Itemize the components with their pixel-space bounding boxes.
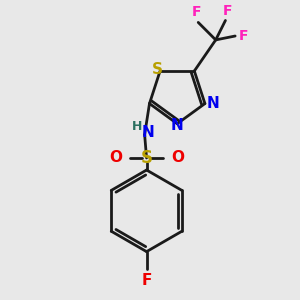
Text: N: N [141, 125, 154, 140]
Text: S: S [152, 61, 163, 76]
Text: F: F [191, 5, 201, 20]
Text: F: F [239, 29, 248, 43]
Text: S: S [141, 149, 153, 167]
Text: O: O [109, 151, 122, 166]
Text: N: N [171, 118, 184, 133]
Text: F: F [223, 4, 232, 18]
Text: H: H [132, 120, 142, 134]
Text: O: O [171, 151, 184, 166]
Text: F: F [141, 273, 152, 288]
Text: N: N [207, 96, 220, 111]
